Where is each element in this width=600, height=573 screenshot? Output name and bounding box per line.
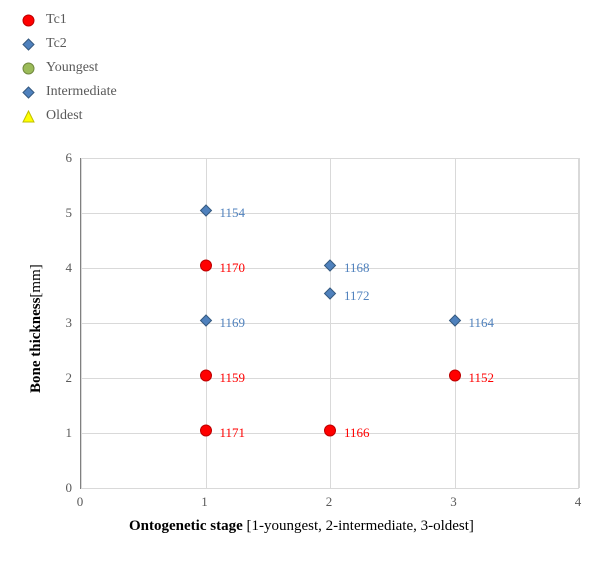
y-axis-label-rest: [mm] [28, 264, 44, 297]
data-point-label: 1154 [220, 205, 246, 221]
y-tick-label: 0 [66, 480, 73, 496]
x-tick-label: 3 [450, 494, 457, 510]
data-point-label: 1170 [220, 260, 246, 276]
x-tick-label: 4 [575, 494, 582, 510]
data-point-label: 1172 [344, 288, 370, 304]
data-point [448, 369, 461, 387]
data-point [324, 259, 337, 277]
y-axis-label-bold: Bone thickness [28, 298, 44, 393]
diamond-icon [20, 36, 36, 52]
legend-item: Intermediate [20, 80, 117, 104]
x-axis-label-rest: [1-youngest, 2-intermediate, 3-oldest] [246, 518, 473, 534]
data-point [199, 424, 212, 442]
y-tick-label: 3 [66, 315, 73, 331]
y-tick-label: 4 [66, 260, 73, 276]
data-point [199, 369, 212, 387]
x-tick-label: 1 [201, 494, 208, 510]
data-point [448, 314, 461, 332]
legend-label: Tc1 [46, 12, 67, 28]
gridline [81, 158, 82, 488]
data-point-label: 1168 [344, 260, 370, 276]
legend-item: Tc1 [20, 8, 117, 32]
legend-label: Oldest [46, 108, 83, 124]
data-point-label: 1166 [344, 425, 370, 441]
gridline [579, 158, 580, 488]
y-tick-label: 2 [66, 370, 73, 386]
legend-item: Oldest [20, 104, 117, 128]
y-tick-label: 1 [66, 425, 73, 441]
circle-icon [20, 60, 36, 76]
data-point-label: 1164 [469, 315, 495, 331]
plot-area: 1170 1159 1171 1166 1152 1154 1169 1168 1172 1164 [80, 158, 579, 489]
y-axis-label: Bone thickness[mm] [28, 264, 45, 393]
y-tick-label: 5 [66, 205, 73, 221]
x-axis-label-bold: Ontogenetic stage [129, 518, 246, 534]
diamond-icon [20, 84, 36, 100]
data-point-label: 1171 [220, 425, 246, 441]
page: Tc1Tc2YoungestIntermediateOldest 1170115… [0, 0, 600, 573]
y-tick-label: 6 [66, 150, 73, 166]
legend-item: Youngest [20, 56, 117, 80]
data-point [324, 424, 337, 442]
x-axis-label: Ontogenetic stage [1-youngest, 2-interme… [129, 518, 474, 535]
x-tick-label: 2 [326, 494, 333, 510]
legend: Tc1 Tc2 Youngest Intermediate Oldest [20, 8, 117, 128]
data-point [199, 204, 212, 222]
legend-label: Intermediate [46, 84, 117, 100]
data-point-label: 1169 [220, 315, 246, 331]
gridline [81, 488, 579, 489]
x-tick-label: 0 [77, 494, 84, 510]
legend-label: Youngest [46, 60, 98, 76]
data-point-label: 1159 [220, 370, 246, 386]
data-point [324, 287, 337, 305]
data-point [199, 259, 212, 277]
circle-icon [20, 12, 36, 28]
legend-label: Tc2 [46, 36, 67, 52]
data-point [199, 314, 212, 332]
scatter-chart: 1170115911711166115211541169116811721164… [0, 150, 600, 573]
triangle-icon [20, 108, 36, 124]
legend-item: Tc2 [20, 32, 117, 56]
data-point-label: 1152 [469, 370, 495, 386]
